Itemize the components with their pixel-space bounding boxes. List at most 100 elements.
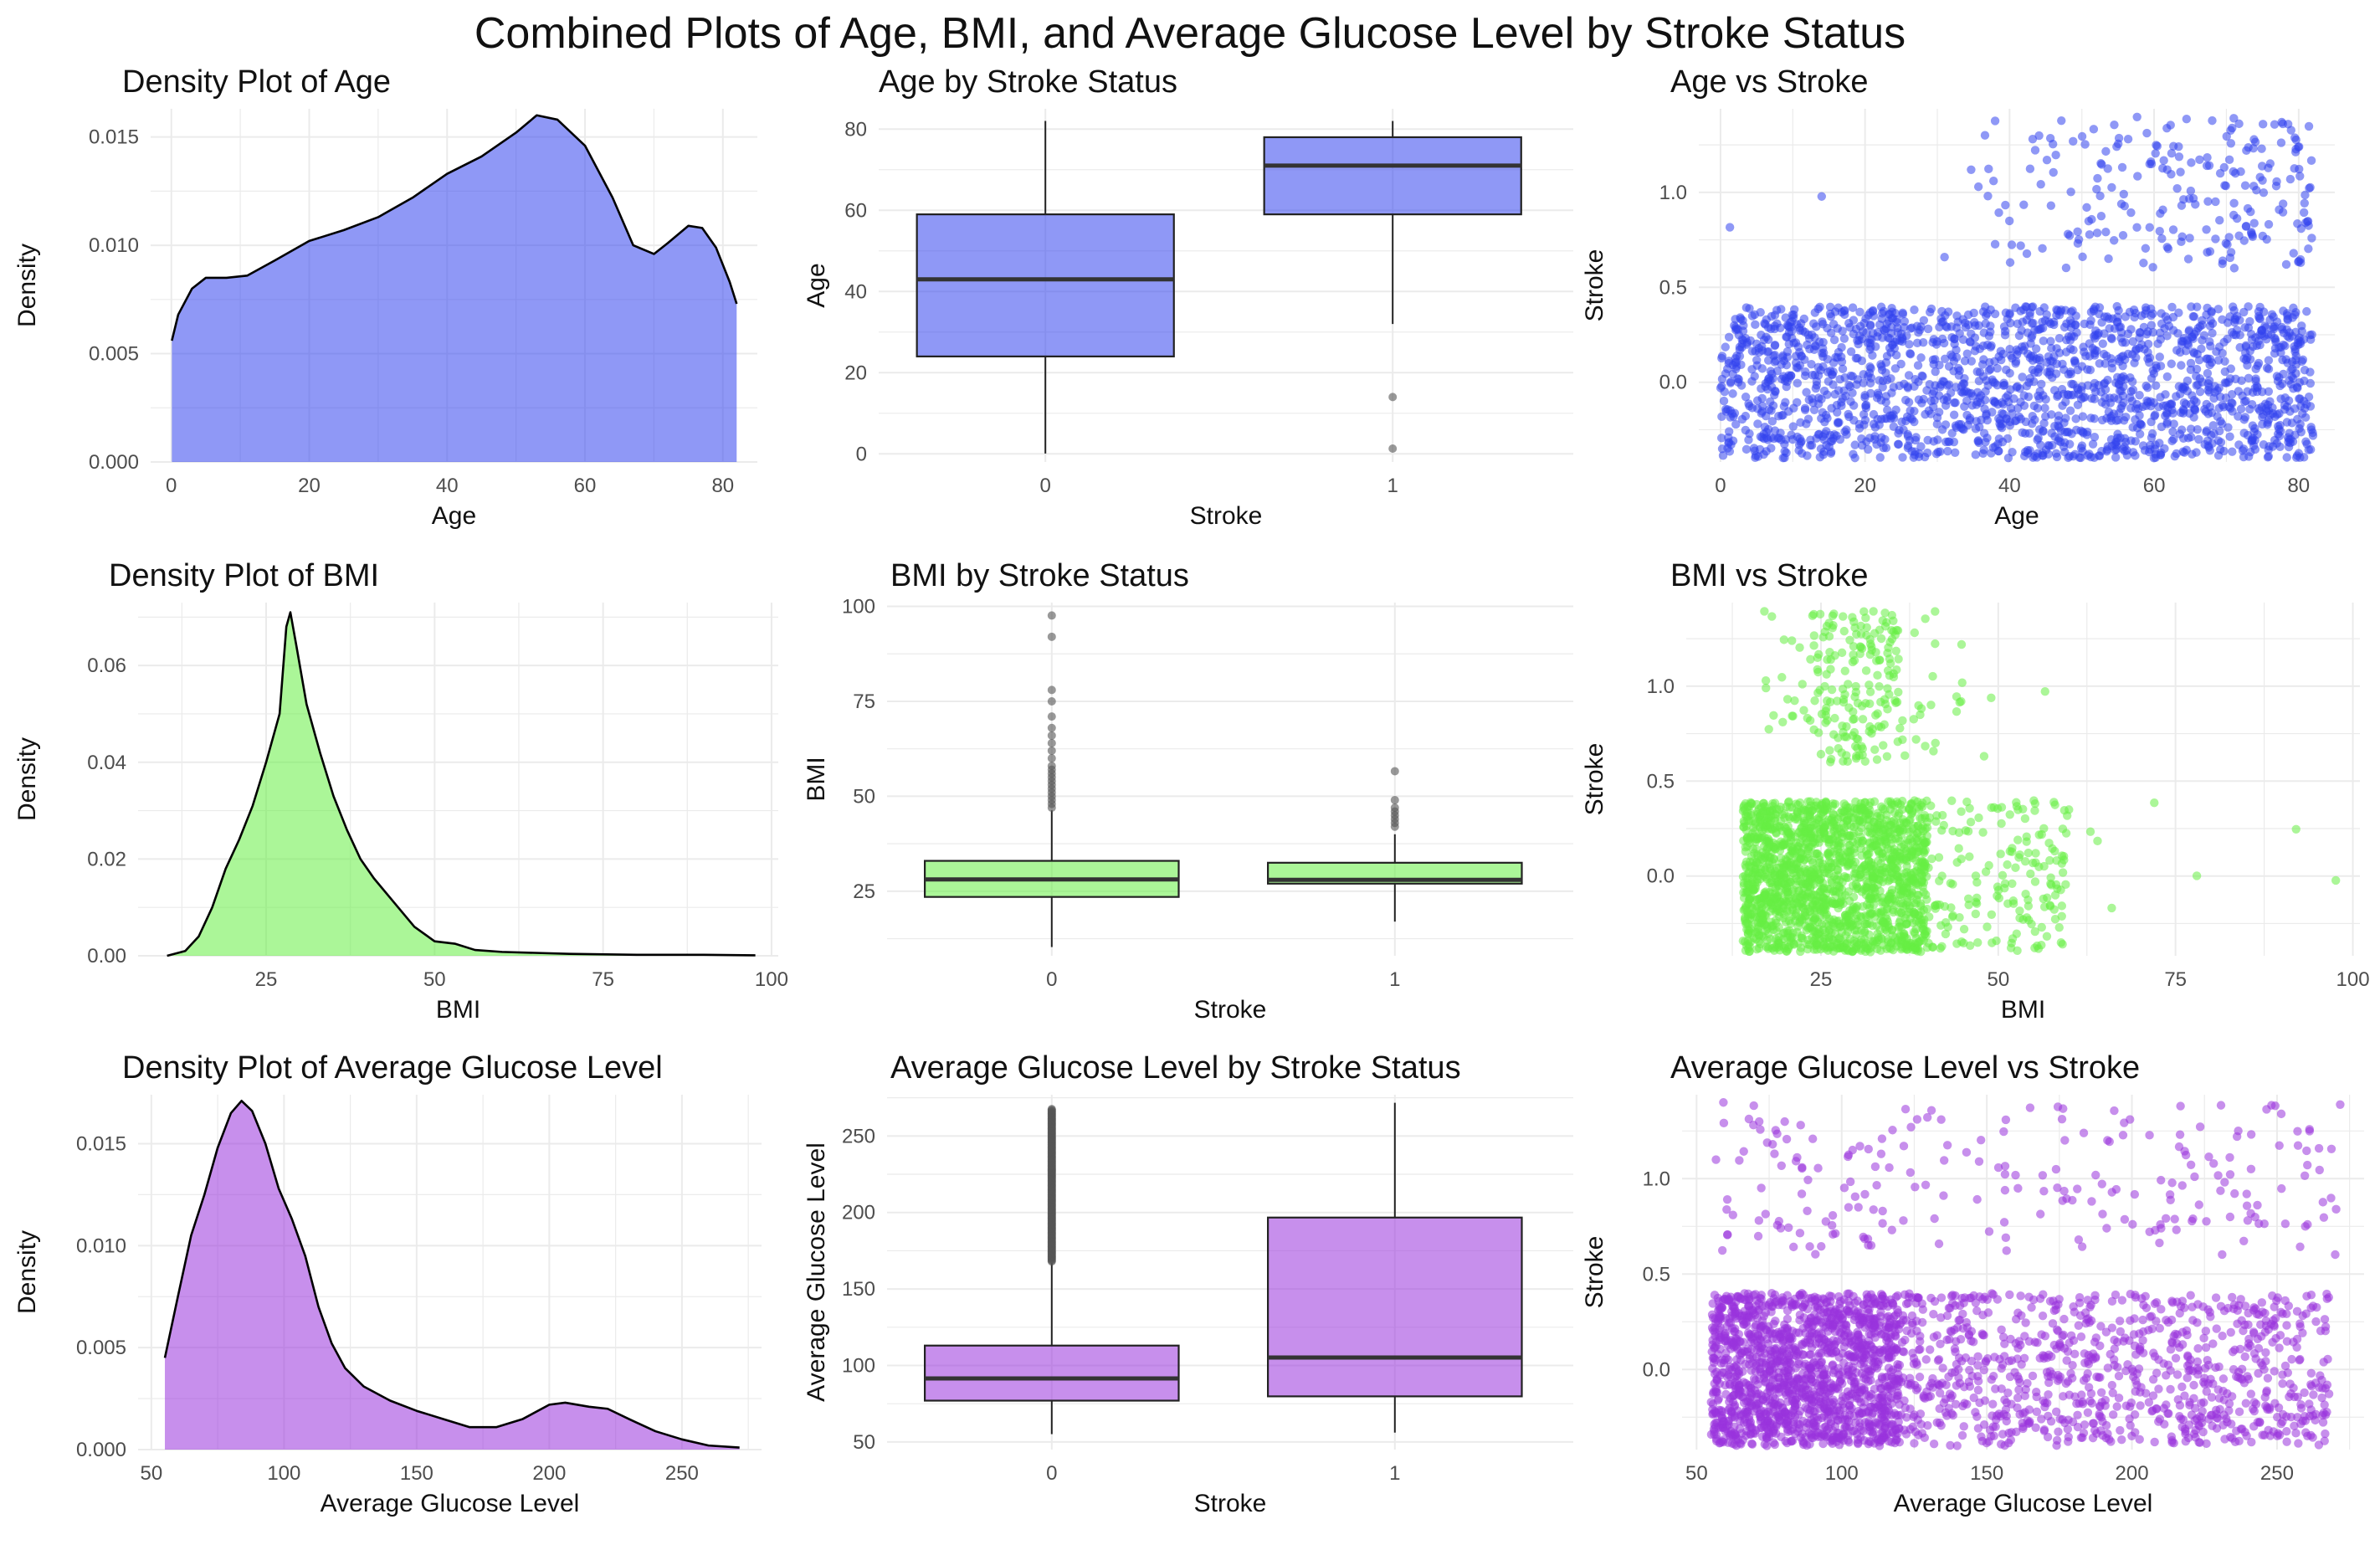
scatter-point: [1789, 864, 1798, 874]
scatter-point: [2216, 417, 2225, 426]
scatter-point: [2061, 397, 2070, 407]
scatter-point: [1975, 367, 1985, 377]
scatter-point: [2226, 139, 2236, 148]
scatter-point: [1962, 349, 1972, 358]
scatter-point: [2097, 446, 2106, 456]
scatter-point: [2278, 199, 2288, 208]
scatter-point: [2107, 182, 2116, 192]
scatter-point: [2220, 357, 2229, 366]
scatter-point: [2050, 800, 2059, 809]
scatter-point: [2053, 392, 2062, 402]
scatter-point: [2100, 359, 2110, 368]
scatter-point: [2208, 115, 2217, 126]
y-tick-label: 250: [842, 1125, 875, 1147]
box-1: [1266, 1216, 1523, 1398]
scatter-point: [2211, 197, 2220, 207]
scatter-point: [2269, 322, 2278, 332]
y-tick-label: 0.0: [1659, 372, 1687, 394]
x-tick-label: 100: [755, 968, 788, 991]
scatter-point: [1865, 815, 1875, 824]
scatter-point: [1996, 346, 2006, 356]
scatter-point: [2070, 320, 2080, 330]
scatter-point: [2228, 447, 2237, 456]
scatter-point: [2177, 232, 2187, 241]
scatter-point: [1728, 389, 1737, 398]
scatter-point: [1842, 816, 1852, 826]
outlier-point: [1047, 712, 1056, 721]
scatter-point: [2073, 365, 2083, 375]
scatter-point: [1858, 334, 1867, 344]
x-tick-label: 150: [400, 1462, 433, 1485]
scatter-point: [2294, 142, 2303, 151]
scatter-point: [1922, 817, 1932, 827]
scatter-point: [2234, 231, 2244, 240]
scatter-point: [1809, 641, 1818, 650]
scatter-point: [1893, 439, 1903, 449]
scatter-point: [1941, 437, 1951, 447]
scatter-point: [1816, 444, 1826, 454]
x-tick-label: 150: [1970, 1462, 2003, 1485]
scatter-point: [1752, 396, 1762, 405]
scatter-point: [1803, 713, 1812, 723]
scatter-point: [1762, 332, 1771, 341]
scatter-point: [2026, 869, 2035, 879]
scatter-point: [2020, 451, 2029, 461]
scatter-point: [1830, 389, 1839, 399]
scatter-point: [2093, 836, 2102, 846]
scatter-point: [2151, 453, 2161, 462]
scatter-point: [1750, 446, 1759, 455]
scatter-point: [1826, 366, 1835, 376]
scatter-point: [2030, 798, 2040, 808]
scatter-point: [1918, 372, 1927, 381]
scatter-point: [2248, 232, 2258, 242]
scatter-point: [1848, 947, 1858, 956]
scatter-point: [1986, 305, 1995, 315]
x-tick-label: 200: [2116, 1462, 2149, 1485]
scatter-point: [1878, 918, 1888, 927]
scatter-point: [1814, 838, 1823, 848]
scatter-point: [1982, 922, 1992, 932]
scatter-point: [2220, 367, 2230, 377]
scatter-point: [1830, 307, 1840, 316]
scatter-point: [2110, 120, 2119, 130]
scatter-point: [1865, 378, 1875, 388]
scatter-point: [2181, 346, 2191, 356]
scatter-point: [2239, 452, 2249, 462]
scatter-point: [1813, 940, 1822, 950]
scatter-point: [1849, 329, 1859, 339]
scatter-point: [1918, 924, 1927, 934]
scatter-point: [1932, 900, 1942, 910]
scatter-point: [1800, 403, 1810, 413]
scatter-point: [2277, 325, 2287, 334]
scatter-point: [1807, 360, 1816, 369]
scatter-point: [1986, 342, 1995, 352]
scatter-point: [2135, 390, 2144, 400]
scatter-point: [1741, 444, 1752, 454]
scatter-point: [2127, 377, 2137, 387]
scatter-point: [2275, 342, 2284, 352]
scatter-point: [2297, 326, 2307, 336]
scatter-point: [2042, 156, 2052, 165]
scatter-point: [1861, 699, 1870, 708]
scatter-point: [2300, 198, 2309, 208]
scatter-point: [2067, 379, 2076, 388]
scatter-point: [2016, 414, 2026, 423]
scatter-point: [1724, 427, 1734, 436]
scatter-point: [2205, 321, 2215, 331]
scatter-point: [2070, 1349, 2080, 1359]
scatter-point: [1896, 899, 1906, 908]
scatter-point: [1767, 417, 1777, 426]
scatter-point: [2092, 228, 2102, 238]
scatter-point: [1827, 403, 1836, 413]
scatter-point: [1803, 340, 1812, 350]
scatter-point: [1981, 311, 1991, 321]
scatter-point: [1719, 396, 1729, 406]
scatter-point: [1900, 840, 1909, 849]
scatter-point: [2088, 344, 2097, 353]
scatter-point: [2115, 408, 2124, 418]
scatter-point: [1958, 379, 1968, 388]
scatter-point: [2140, 344, 2149, 354]
scatter-point: [1749, 885, 1758, 895]
scatter-point: [1836, 842, 1845, 851]
scatter-point: [2258, 231, 2268, 241]
